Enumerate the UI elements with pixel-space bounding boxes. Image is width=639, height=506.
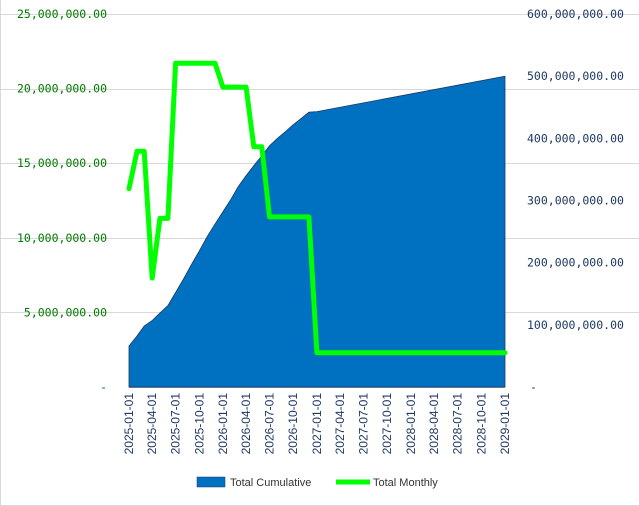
right-axis-tick-label: 600,000,000.00 — [527, 7, 624, 21]
x-axis-tick-label: 2026-04-01 — [239, 393, 253, 455]
x-axis-tick-label: 2028-10-01 — [474, 393, 488, 455]
left-axis-tick-label: 15,000,000.00 — [17, 156, 107, 170]
right-axis-tick-label: 300,000,000.00 — [527, 194, 624, 208]
x-axis-tick-label: 2027-04-01 — [333, 393, 347, 455]
legend-label-monthly: Total Monthly — [373, 477, 438, 489]
right-axis: - 100,000,000.00 200,000,000.00 300,000,000… — [527, 7, 624, 394]
x-axis-tick-label: 2028-01-01 — [404, 393, 418, 455]
left-axis-tick-label: 20,000,000.00 — [17, 82, 107, 96]
left-axis: - 5,000,000.00 10,000,000.00 15,000,000.00 2… — [17, 7, 107, 394]
right-axis-tick-label: - — [530, 380, 537, 394]
cumulative-area-layer — [128, 75, 506, 388]
left-axis-tick-label: - — [100, 380, 107, 394]
x-axis-tick-label: 2025-10-01 — [192, 393, 206, 455]
x-axis-tick-label: 2025-04-01 — [145, 393, 159, 455]
x-axis-tick-label: 2029-01-01 — [498, 393, 512, 455]
x-axis-tick-label: 2027-01-01 — [310, 393, 324, 455]
left-axis-tick-label: 10,000,000.00 — [17, 231, 107, 245]
series-total-monthly-line — [126, 60, 508, 356]
right-axis-tick-label: 200,000,000.00 — [527, 256, 624, 270]
legend-swatch-cumulative — [196, 476, 226, 488]
x-axis-tick-label: 2027-07-01 — [357, 393, 371, 455]
right-axis-tick-label: 400,000,000.00 — [527, 131, 624, 145]
x-axis-tick-label: 2027-10-01 — [380, 393, 394, 455]
x-axis-tick-label: 2028-07-01 — [451, 393, 465, 455]
x-axis-tick-label: 2026-07-01 — [263, 393, 277, 455]
legend: Total Cumulative Total Monthly — [196, 476, 438, 489]
left-axis-tick-label: 5,000,000.00 — [24, 305, 107, 319]
x-axis-tick-label: 2025-01-01 — [122, 393, 136, 455]
left-axis-tick-label: 25,000,000.00 — [17, 7, 107, 21]
series-total-cumulative-area — [128, 75, 506, 388]
x-axis-tick-label: 2026-01-01 — [216, 393, 230, 455]
x-axis: 2025-01-01 2025-04-01 2025-07-01 2025-10-01… — [122, 387, 512, 455]
x-axis-tick-label: 2026-10-01 — [286, 393, 300, 455]
legend-label-cumulative: Total Cumulative — [230, 477, 311, 489]
monthly-line-layer — [126, 60, 508, 356]
right-axis-tick-label: 100,000,000.00 — [527, 318, 624, 332]
right-axis-tick-label: 500,000,000.00 — [527, 69, 624, 83]
x-axis-tick-label: 2028-04-01 — [427, 393, 441, 455]
x-axis-tick-label: 2025-07-01 — [169, 393, 183, 455]
